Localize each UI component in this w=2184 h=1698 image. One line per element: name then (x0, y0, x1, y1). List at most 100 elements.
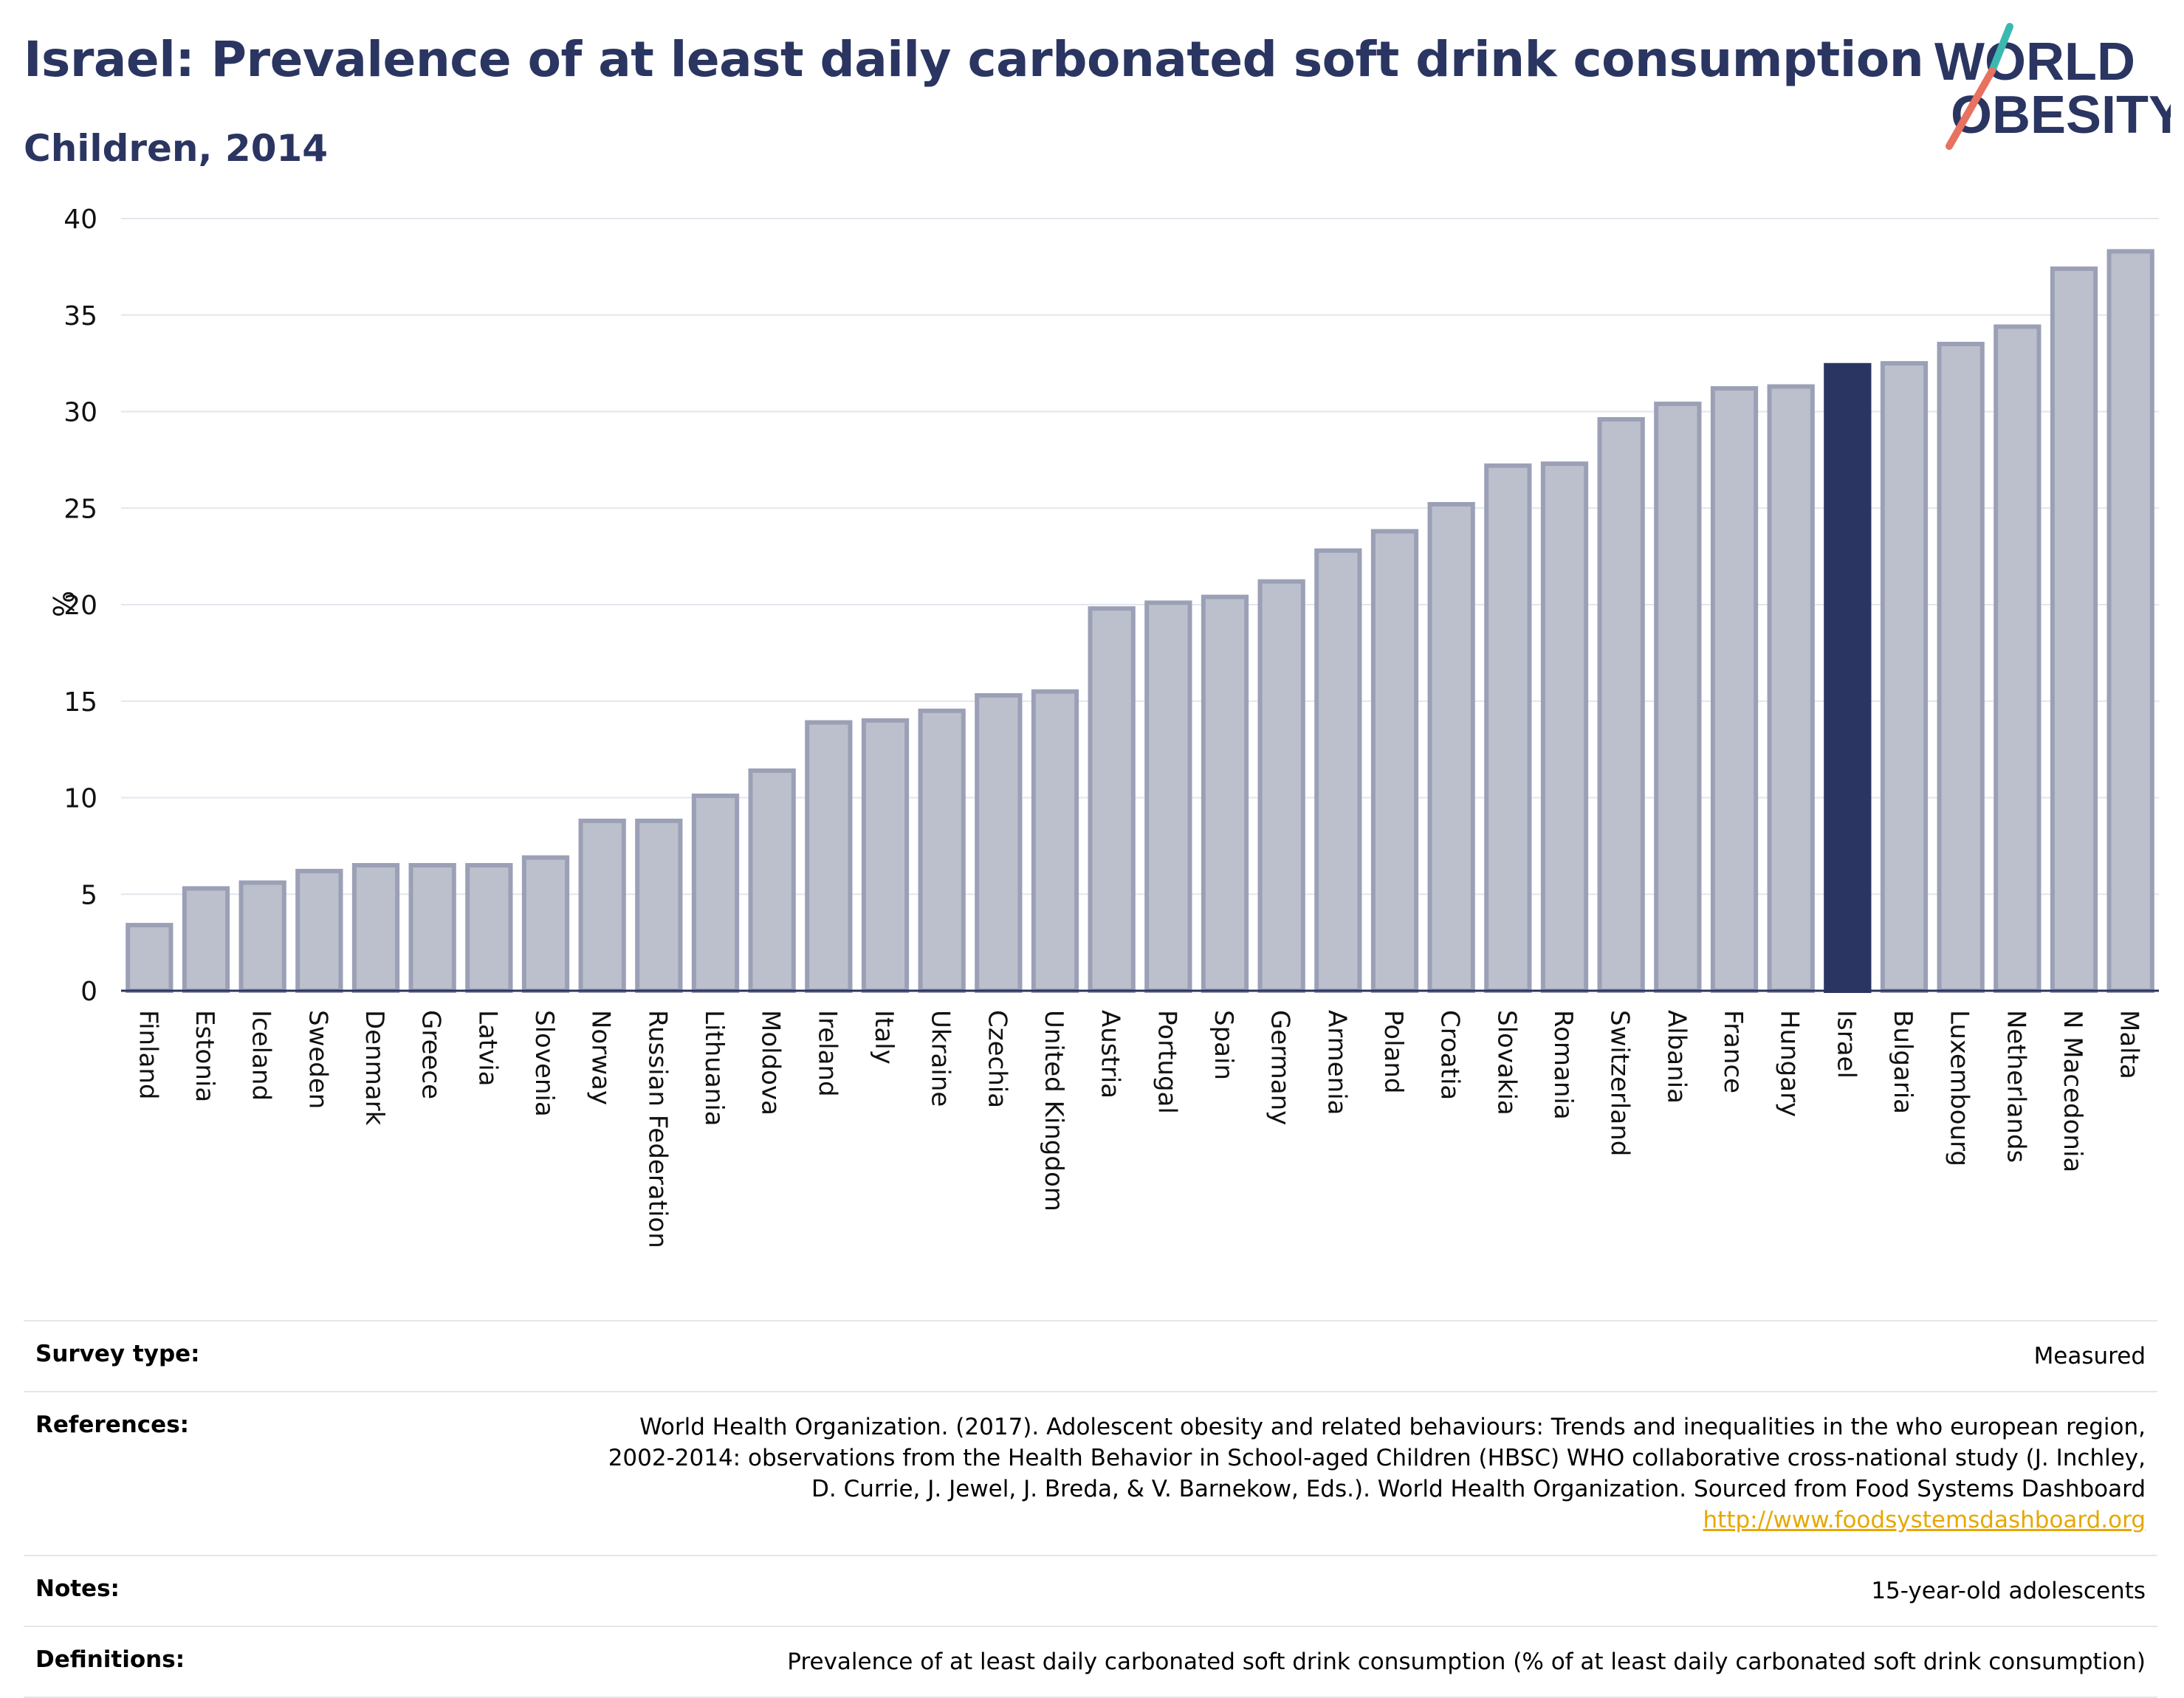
definitions-label: Definitions: (35, 1646, 185, 1673)
x-tick-label: United Kingdom (1039, 1010, 1068, 1211)
bar-sweden (295, 868, 343, 993)
x-tick-label: Netherlands (2001, 1010, 2030, 1163)
x-tick-label: Slovenia (529, 1010, 559, 1117)
bar-iceland (238, 880, 286, 994)
chart-subtitle: Children, 2014 (24, 127, 329, 170)
chart-title: Israel: Prevalence of at least daily car… (24, 31, 1924, 88)
x-tick-label: Ireland (812, 1010, 842, 1097)
x-tick-label: Spain (1209, 1010, 1238, 1080)
bar-italy (861, 718, 910, 994)
bar-bulgaria (1880, 361, 1929, 993)
notes-label: Notes: (35, 1575, 120, 1602)
definitions-value: Prevalence of at least daily carbonated … (787, 1649, 2146, 1675)
x-tick-label: Romania (1548, 1010, 1578, 1120)
bar-slovenia (521, 855, 570, 993)
x-tick-label: Albania (1661, 1010, 1691, 1104)
bar-chart: 0 5 10 15 20 25 30 35 40 % Finland Estonia Iceland… (47, 204, 2159, 1248)
bar-lithuania (691, 793, 740, 993)
x-tick-label: N Macedonia (2058, 1010, 2087, 1172)
references-row: References: World Health Organization. (… (24, 1391, 2157, 1555)
y-tick-label: 40 (63, 204, 97, 235)
bar-hungary (1767, 384, 1815, 993)
x-tick-label: Hungary (1775, 1010, 1804, 1117)
survey-type-label: Survey type: (35, 1341, 200, 1367)
x-tick-label: Latvia (473, 1010, 502, 1087)
x-tick-label: Portugal (1152, 1010, 1181, 1114)
bar-ireland (805, 720, 853, 993)
x-tick-label: Moldova (756, 1010, 786, 1116)
x-tick-label: Bulgaria (1888, 1010, 1917, 1114)
bar-denmark (351, 863, 400, 994)
bars (126, 249, 2154, 994)
bar-israel (1824, 362, 1872, 993)
world-obesity-logo: WORLD OBESITY (1934, 23, 2171, 150)
x-tick-label: Czechia (982, 1010, 1012, 1108)
bar-armenia (1314, 548, 1362, 993)
bar-russian-federation (635, 818, 683, 993)
y-axis-label: % (47, 591, 79, 617)
definitions-row: Definitions: Prevalence of at least dail… (24, 1626, 2157, 1698)
x-tick-label: Slovakia (1491, 1010, 1521, 1116)
survey-type-value: Measured (2033, 1343, 2146, 1369)
bar-greece (408, 863, 456, 994)
x-tick-label: Iceland (247, 1010, 276, 1101)
bar-ukraine (918, 708, 966, 993)
x-tick-label: France (1718, 1010, 1748, 1093)
x-tick-label: Poland (1378, 1010, 1408, 1094)
y-tick-label: 35 (63, 301, 97, 331)
logo-slash-coral (1946, 67, 1996, 150)
bar-slovakia (1484, 463, 1532, 993)
notes-value: 15-year-old adolescents (1871, 1578, 2146, 1604)
x-tick-label: Estonia (190, 1010, 219, 1102)
notes-row: Notes: 15-year-old adolescents (24, 1555, 2157, 1626)
bar-austria (1088, 606, 1136, 993)
bar-czechia (975, 692, 1023, 994)
survey-type-row: Survey type: Measured (24, 1320, 2157, 1391)
x-tick-label: Italy (869, 1010, 899, 1065)
logo-word-obesity: OBESITY (1951, 86, 2171, 145)
bar-luxembourg (1937, 341, 1985, 994)
bar-switzerland (1597, 416, 1645, 993)
bar-romania (1540, 461, 1589, 993)
grid-lines (121, 218, 2159, 896)
bar-germany (1257, 579, 1305, 993)
x-tick-label: Luxembourg (1945, 1010, 1974, 1166)
logo-slash-teal (1988, 23, 2013, 75)
bar-netherlands (1994, 324, 2042, 993)
info-table: Survey type: Measured References: World … (24, 1320, 2157, 1698)
y-tick-label: 25 (63, 494, 97, 524)
x-tick-label: Denmark (360, 1010, 389, 1126)
bar-estonia (182, 886, 230, 994)
x-tick-label: Norway (586, 1010, 616, 1105)
bar-moldova (748, 768, 796, 993)
y-tick-label: 0 (80, 977, 97, 1007)
x-tick-label: Switzerland (1605, 1010, 1635, 1156)
bar-n-macedonia (2050, 266, 2098, 993)
bar-spain (1201, 594, 1249, 993)
y-tick-label: 5 (80, 880, 97, 910)
bar-latvia (465, 863, 513, 994)
x-tick-label: Croatia (1435, 1010, 1465, 1100)
references-label: References: (35, 1412, 190, 1438)
x-tick-label: Israel (1831, 1010, 1861, 1079)
y-axis-ticks: 0 5 10 15 20 25 30 35 40 (63, 204, 97, 1007)
x-tick-label: Lithuania (699, 1010, 729, 1126)
x-axis-ticks: Finland Estonia Iceland Sweden Denmark Greece… (133, 1010, 2143, 1248)
x-tick-label: Greece (416, 1010, 446, 1099)
bar-norway (578, 818, 626, 993)
y-tick-label: 15 (63, 687, 97, 718)
references-value: World Health Organization. (2017). Adole… (608, 1414, 2146, 1502)
references-link[interactable]: http://www.foodsystemsdashboard.org (1703, 1507, 2146, 1533)
y-tick-label: 20 (63, 591, 97, 621)
x-tick-label: Armenia (1322, 1010, 1351, 1116)
bar-croatia (1427, 502, 1475, 993)
bar-united-kingdom (1031, 689, 1079, 993)
x-tick-label: Russian Federation (642, 1010, 672, 1248)
bar-france (1710, 386, 1759, 993)
x-tick-label: Germany (1266, 1010, 1295, 1125)
y-tick-label: 10 (63, 784, 97, 814)
x-tick-label: Sweden (303, 1010, 332, 1109)
bar-finland (126, 923, 174, 993)
x-tick-label: Ukraine (926, 1010, 955, 1107)
bar-poland (1370, 529, 1419, 993)
